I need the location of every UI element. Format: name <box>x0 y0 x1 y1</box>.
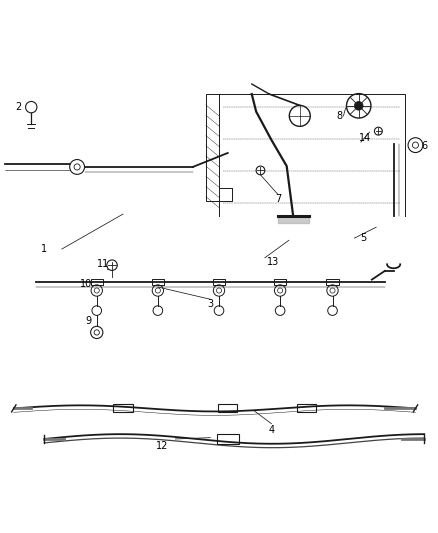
Bar <box>91 279 103 285</box>
Text: 10: 10 <box>80 279 92 289</box>
Circle shape <box>354 101 363 110</box>
Text: 3: 3 <box>207 298 213 309</box>
Circle shape <box>374 127 382 135</box>
Bar <box>213 279 225 285</box>
Text: 8: 8 <box>336 111 342 121</box>
Text: 7: 7 <box>275 194 281 204</box>
Text: 11: 11 <box>97 260 110 269</box>
Text: 14: 14 <box>359 133 371 143</box>
Circle shape <box>408 138 423 152</box>
Text: 6: 6 <box>421 141 427 151</box>
Bar <box>326 279 339 285</box>
Bar <box>218 405 237 413</box>
Circle shape <box>256 166 265 175</box>
Bar <box>217 434 239 444</box>
Bar <box>152 279 164 285</box>
Text: 12: 12 <box>156 440 169 450</box>
Bar <box>113 405 133 413</box>
Circle shape <box>70 159 85 174</box>
Bar <box>297 405 316 413</box>
Text: 1: 1 <box>41 244 47 254</box>
Text: 9: 9 <box>85 316 91 326</box>
Text: 5: 5 <box>360 233 366 243</box>
Text: 13: 13 <box>268 257 280 267</box>
Circle shape <box>107 260 117 270</box>
Bar <box>274 279 286 285</box>
Text: 4: 4 <box>268 425 275 435</box>
Text: 2: 2 <box>15 102 21 112</box>
